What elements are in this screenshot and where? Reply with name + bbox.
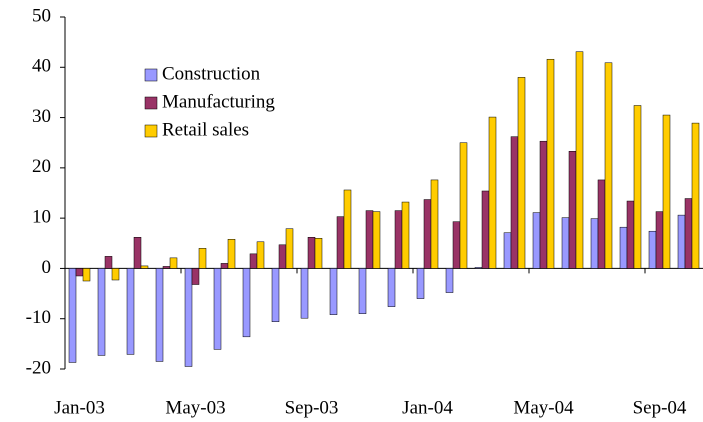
bar <box>111 268 120 281</box>
bar <box>474 267 483 269</box>
bar <box>510 136 519 269</box>
bar <box>184 268 193 367</box>
bar <box>82 268 91 282</box>
bar <box>561 217 570 269</box>
bar <box>626 200 635 269</box>
bar <box>416 268 425 299</box>
bar <box>568 151 577 269</box>
bar <box>423 199 432 269</box>
y-tick-label: 0 <box>42 257 52 278</box>
bar <box>155 268 164 362</box>
bar <box>213 268 222 350</box>
bar <box>575 51 584 269</box>
y-tick-label: 10 <box>32 207 51 228</box>
bar <box>140 265 149 269</box>
y-tick-label: 50 <box>32 5 51 26</box>
bar <box>198 248 207 269</box>
bar <box>655 211 664 269</box>
bar <box>162 266 171 269</box>
bar <box>648 230 657 269</box>
bar <box>503 232 512 269</box>
bar <box>532 212 541 269</box>
bar <box>590 218 599 269</box>
bar <box>619 226 628 269</box>
bar <box>285 228 294 269</box>
legend-label: Construction <box>162 63 261 84</box>
bar <box>633 105 642 269</box>
bar <box>191 268 200 285</box>
bar <box>314 238 323 269</box>
bar <box>662 114 671 269</box>
bar <box>307 237 316 269</box>
bar <box>481 190 490 269</box>
y-tick-label: -10 <box>26 307 51 328</box>
bar <box>372 211 381 269</box>
bar <box>336 216 345 269</box>
bar <box>220 263 229 269</box>
bar <box>691 122 700 269</box>
x-tick-label: May-04 <box>513 397 574 418</box>
bar <box>677 214 686 269</box>
bar <box>300 268 309 319</box>
y-tick-label: 40 <box>32 56 51 77</box>
x-tick-label: Sep-04 <box>633 397 687 418</box>
bar <box>597 179 606 269</box>
x-tick-label: May-03 <box>165 397 225 418</box>
legend-label: Retail sales <box>162 119 249 140</box>
bar <box>68 268 77 363</box>
y-tick-label: 20 <box>32 156 51 177</box>
bar <box>126 268 135 355</box>
bar <box>343 189 352 269</box>
bar <box>401 201 410 269</box>
bar <box>278 244 287 269</box>
x-tick-label: Jan-04 <box>402 397 453 418</box>
bar <box>546 58 555 269</box>
bar <box>488 116 497 269</box>
bar <box>430 179 439 269</box>
bar <box>604 62 613 269</box>
x-tick-label: Sep-03 <box>285 397 339 418</box>
y-tick-label: -20 <box>26 357 51 378</box>
bar <box>445 268 454 293</box>
bar <box>358 268 367 314</box>
y-tick-label: 30 <box>32 106 51 127</box>
bar <box>227 239 236 269</box>
bar <box>249 253 258 269</box>
bar <box>97 268 106 356</box>
bar <box>242 268 251 338</box>
bar <box>394 210 403 269</box>
x-tick-label: Jan-03 <box>54 397 105 418</box>
bar <box>684 198 693 269</box>
bar <box>75 268 84 277</box>
bar <box>459 142 468 269</box>
legend-swatch <box>144 124 158 138</box>
bar <box>329 268 338 315</box>
legend-swatch <box>144 68 158 82</box>
bar <box>104 256 113 269</box>
bar <box>133 237 142 269</box>
bar <box>256 241 265 269</box>
bar <box>365 210 374 269</box>
legend-label: Manufacturing <box>162 91 275 112</box>
legend-swatch <box>144 96 158 110</box>
bar <box>387 268 396 307</box>
bar <box>452 221 461 269</box>
bar <box>517 77 526 269</box>
bar <box>271 268 280 322</box>
bar <box>169 257 178 269</box>
bar <box>539 140 548 269</box>
